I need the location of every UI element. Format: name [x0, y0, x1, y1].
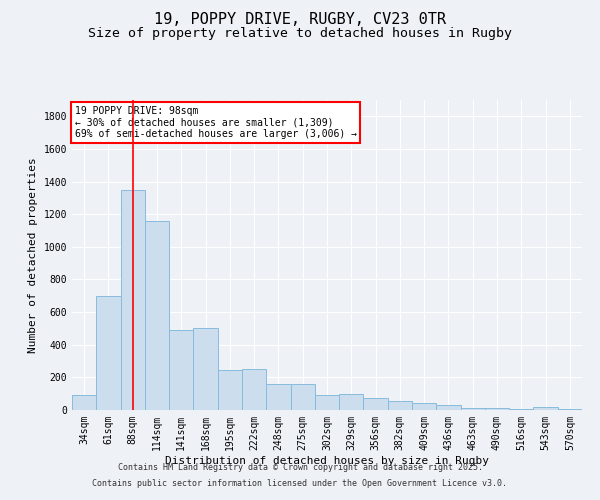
- Bar: [266, 384, 290, 410]
- Bar: [218, 370, 242, 410]
- Bar: [485, 408, 509, 410]
- Bar: [96, 296, 121, 410]
- Bar: [509, 409, 533, 410]
- Bar: [315, 394, 339, 410]
- Bar: [412, 402, 436, 410]
- Text: Contains public sector information licensed under the Open Government Licence v3: Contains public sector information licen…: [92, 478, 508, 488]
- Bar: [533, 406, 558, 410]
- Bar: [242, 369, 266, 410]
- Bar: [339, 394, 364, 410]
- Text: Size of property relative to detached houses in Rugby: Size of property relative to detached ho…: [88, 28, 512, 40]
- Bar: [461, 408, 485, 410]
- Bar: [169, 330, 193, 410]
- Bar: [388, 401, 412, 410]
- Y-axis label: Number of detached properties: Number of detached properties: [28, 157, 38, 353]
- Bar: [364, 398, 388, 410]
- Bar: [121, 190, 145, 410]
- X-axis label: Distribution of detached houses by size in Rugby: Distribution of detached houses by size …: [165, 456, 489, 466]
- Bar: [290, 384, 315, 410]
- Text: 19, POPPY DRIVE, RUGBY, CV23 0TR: 19, POPPY DRIVE, RUGBY, CV23 0TR: [154, 12, 446, 28]
- Bar: [436, 405, 461, 410]
- Bar: [193, 328, 218, 410]
- Bar: [145, 220, 169, 410]
- Bar: [558, 409, 582, 410]
- Bar: [72, 396, 96, 410]
- Text: Contains HM Land Registry data © Crown copyright and database right 2025.: Contains HM Land Registry data © Crown c…: [118, 464, 482, 472]
- Text: 19 POPPY DRIVE: 98sqm
← 30% of detached houses are smaller (1,309)
69% of semi-d: 19 POPPY DRIVE: 98sqm ← 30% of detached …: [74, 106, 356, 140]
